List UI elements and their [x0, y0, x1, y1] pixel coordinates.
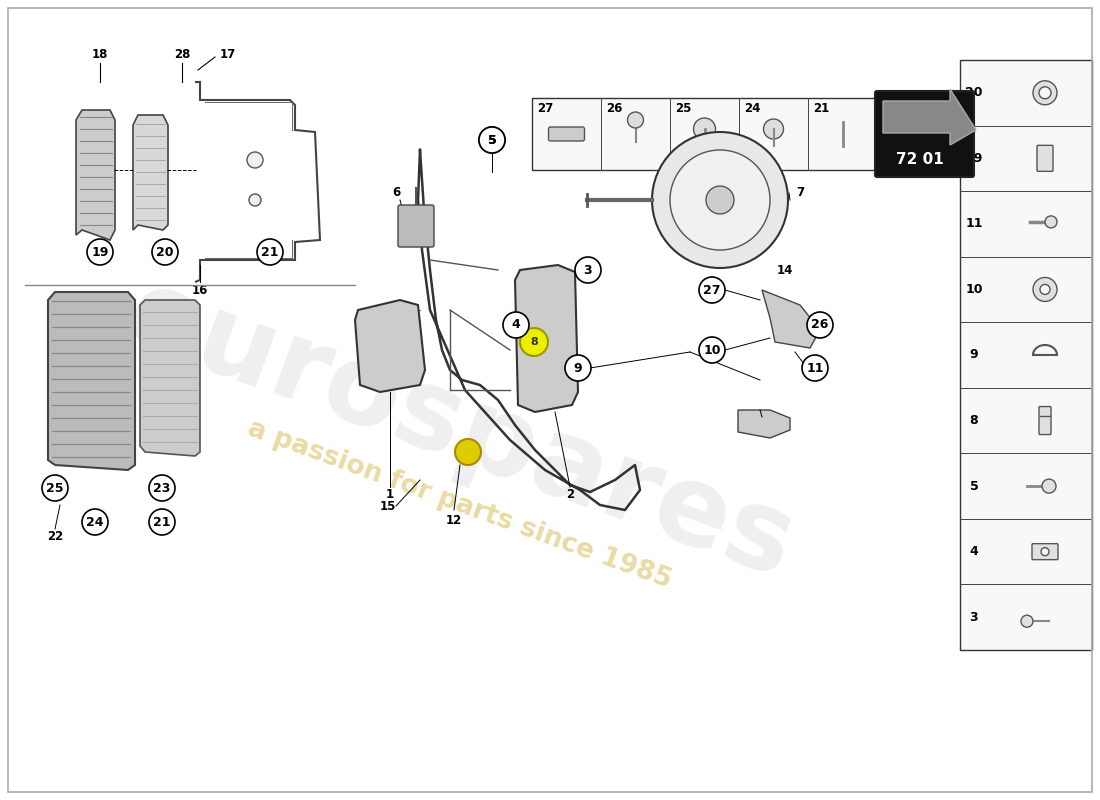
Circle shape	[670, 150, 770, 250]
Circle shape	[565, 355, 591, 381]
Text: 21: 21	[262, 246, 278, 258]
Text: 25: 25	[46, 482, 64, 494]
Text: 26: 26	[812, 318, 828, 331]
Circle shape	[693, 118, 715, 140]
Polygon shape	[762, 290, 820, 348]
Text: 19: 19	[966, 152, 982, 165]
Text: 10: 10	[966, 283, 982, 296]
Circle shape	[1042, 479, 1056, 493]
Circle shape	[478, 127, 505, 153]
Circle shape	[763, 119, 783, 139]
Polygon shape	[738, 410, 790, 438]
Circle shape	[503, 312, 529, 338]
Polygon shape	[133, 115, 168, 230]
FancyBboxPatch shape	[1032, 544, 1058, 560]
Text: 3: 3	[584, 263, 592, 277]
Text: 15: 15	[379, 499, 396, 513]
Text: 72 01: 72 01	[895, 151, 944, 166]
Text: 16: 16	[191, 283, 208, 297]
Text: a passion for parts since 1985: a passion for parts since 1985	[244, 416, 675, 594]
FancyBboxPatch shape	[1037, 146, 1053, 171]
Circle shape	[1033, 278, 1057, 302]
Text: 1: 1	[386, 489, 394, 502]
FancyBboxPatch shape	[398, 205, 434, 247]
Text: 6: 6	[392, 186, 400, 198]
Text: 22: 22	[47, 530, 63, 543]
Text: 4: 4	[512, 318, 520, 331]
FancyBboxPatch shape	[874, 91, 974, 177]
Text: 18: 18	[91, 49, 108, 62]
Text: 23: 23	[153, 482, 170, 494]
Text: 7: 7	[796, 186, 804, 198]
Circle shape	[249, 194, 261, 206]
Text: 8: 8	[530, 337, 538, 347]
Circle shape	[248, 152, 263, 168]
Text: 24: 24	[86, 515, 103, 529]
Text: 14: 14	[777, 263, 793, 277]
Text: 13: 13	[754, 418, 770, 431]
Circle shape	[478, 127, 505, 153]
Text: 3: 3	[970, 610, 978, 624]
Text: 5: 5	[969, 480, 978, 493]
Text: 20: 20	[156, 246, 174, 258]
Circle shape	[1033, 81, 1057, 105]
Text: 27: 27	[537, 102, 553, 114]
Text: 20: 20	[966, 86, 982, 99]
Circle shape	[1041, 548, 1049, 556]
Text: 21: 21	[153, 515, 170, 529]
Circle shape	[1045, 216, 1057, 228]
Text: 26: 26	[606, 102, 623, 114]
FancyBboxPatch shape	[532, 98, 877, 170]
Circle shape	[148, 509, 175, 535]
Text: 11: 11	[966, 218, 982, 230]
Text: 25: 25	[675, 102, 692, 114]
Text: 28: 28	[174, 49, 190, 62]
FancyBboxPatch shape	[549, 127, 584, 141]
Circle shape	[698, 277, 725, 303]
Circle shape	[455, 439, 481, 465]
Text: eurospares: eurospares	[111, 259, 808, 601]
Text: 12: 12	[446, 514, 462, 526]
Circle shape	[148, 475, 175, 501]
FancyBboxPatch shape	[960, 60, 1092, 650]
Text: 8: 8	[970, 414, 978, 427]
Text: 10: 10	[703, 343, 720, 357]
Text: 19: 19	[91, 246, 109, 258]
Circle shape	[706, 186, 734, 214]
Circle shape	[627, 112, 644, 128]
Text: 24: 24	[744, 102, 760, 114]
Circle shape	[1021, 615, 1033, 627]
Text: 5: 5	[487, 134, 496, 146]
Text: 27: 27	[703, 283, 720, 297]
Polygon shape	[883, 89, 976, 145]
Text: 2: 2	[565, 489, 574, 502]
Circle shape	[698, 337, 725, 363]
Circle shape	[1040, 285, 1050, 294]
Circle shape	[42, 475, 68, 501]
Circle shape	[1040, 86, 1050, 98]
Text: 4: 4	[969, 545, 978, 558]
Text: 9: 9	[574, 362, 582, 374]
Polygon shape	[140, 300, 200, 456]
Circle shape	[257, 239, 283, 265]
Circle shape	[87, 239, 113, 265]
Text: 17: 17	[220, 49, 236, 62]
Circle shape	[152, 239, 178, 265]
Circle shape	[520, 328, 548, 356]
Text: 5: 5	[487, 134, 496, 146]
Circle shape	[802, 355, 828, 381]
Circle shape	[82, 509, 108, 535]
Polygon shape	[48, 292, 135, 470]
Circle shape	[807, 312, 833, 338]
FancyBboxPatch shape	[1040, 406, 1050, 434]
Circle shape	[575, 257, 601, 283]
Text: 9: 9	[970, 349, 978, 362]
Circle shape	[652, 132, 788, 268]
Text: 11: 11	[806, 362, 824, 374]
Polygon shape	[355, 300, 425, 392]
Text: 21: 21	[813, 102, 829, 114]
Polygon shape	[515, 265, 578, 412]
Polygon shape	[76, 110, 116, 240]
